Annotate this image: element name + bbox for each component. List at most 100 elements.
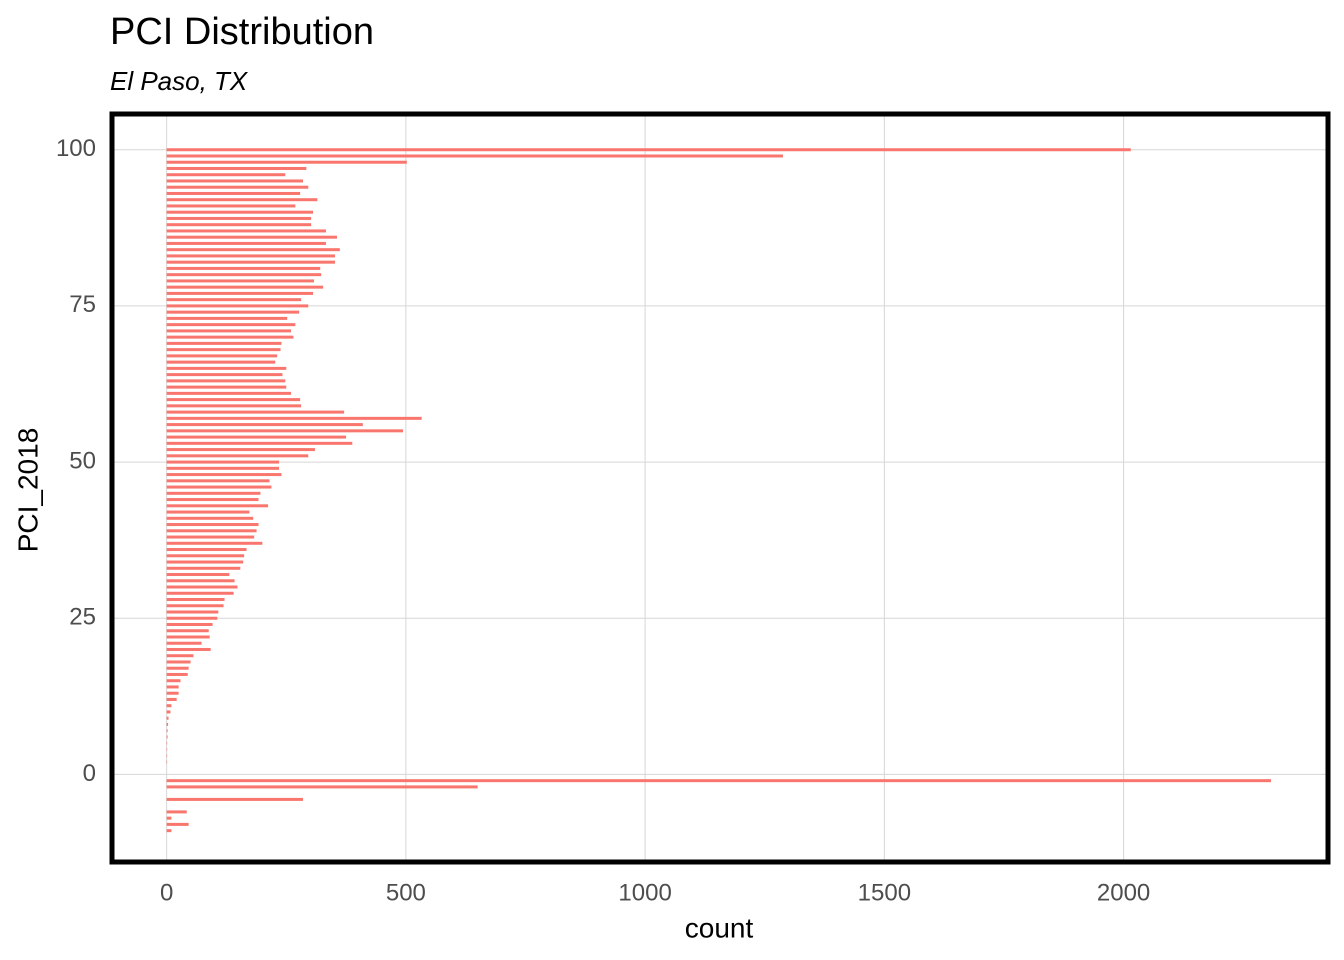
bar: [166, 429, 404, 433]
bar: [166, 479, 270, 483]
bar: [166, 316, 288, 320]
bar: [166, 266, 321, 270]
y-tick-label: 100: [56, 135, 96, 162]
bar: [166, 491, 261, 495]
bar: [166, 241, 326, 245]
bar: [166, 310, 300, 314]
bar: [166, 579, 235, 583]
bar: [166, 554, 245, 558]
bar: [166, 179, 304, 183]
bar: [166, 379, 286, 383]
bar: [166, 191, 301, 195]
bar: [166, 654, 194, 658]
bar: [166, 416, 422, 420]
bar: [166, 591, 234, 595]
bar: [166, 235, 337, 239]
bar: [166, 498, 259, 502]
bar: [166, 248, 340, 252]
bar: [166, 285, 324, 289]
bar: [166, 641, 202, 645]
bar: [166, 154, 783, 158]
bar: [166, 566, 241, 570]
bar: [166, 448, 315, 452]
bar: [166, 722, 169, 726]
bar: [166, 697, 177, 701]
bar: [166, 560, 244, 564]
bar: [166, 735, 168, 739]
chart-subtitle: El Paso, TX: [110, 66, 249, 96]
bar: [166, 173, 286, 177]
bar: [166, 466, 280, 470]
bar: [166, 204, 296, 208]
bar: [166, 454, 309, 458]
bar: [166, 797, 304, 801]
bar: [166, 341, 282, 345]
panel-border: [109, 111, 1331, 865]
bar: [166, 366, 287, 370]
bar: [166, 660, 191, 664]
bar: [166, 829, 172, 833]
bar: [166, 635, 210, 639]
bar: [166, 816, 172, 820]
bar: [166, 166, 307, 170]
bar: [166, 679, 181, 683]
bar: [166, 672, 188, 676]
bar: [166, 516, 254, 520]
bar: [166, 335, 294, 339]
bar: [166, 279, 315, 283]
bar: [166, 254, 336, 258]
bar: [166, 685, 179, 689]
bar: [166, 323, 296, 327]
bar: [166, 160, 407, 164]
bar: [166, 810, 187, 814]
bar: [166, 716, 169, 720]
x-tick-label: 1500: [858, 879, 911, 906]
bar: [166, 647, 211, 651]
bar: [166, 404, 302, 408]
x-tick-label: 1000: [618, 879, 671, 906]
bar: [166, 223, 312, 227]
bar: [166, 460, 280, 464]
bar: [166, 185, 309, 189]
bar: [166, 435, 347, 439]
x-axis-title: count: [685, 912, 754, 943]
bar: [166, 573, 230, 577]
bar: [166, 398, 301, 402]
bar: [166, 298, 302, 302]
x-tick-label: 2000: [1097, 879, 1150, 906]
bar: [166, 273, 322, 277]
bar: [166, 348, 281, 352]
bar: [166, 304, 309, 308]
bar: [166, 523, 259, 527]
x-tick-label: 500: [386, 879, 426, 906]
x-tick-label: 0: [160, 879, 173, 906]
bar: [166, 510, 250, 514]
bar: [166, 666, 189, 670]
bar: [166, 391, 292, 395]
bar: [166, 291, 314, 295]
bar: [166, 473, 282, 477]
bar: [166, 691, 179, 695]
bar: [166, 785, 478, 789]
bar: [166, 441, 353, 445]
y-tick-label: 50: [69, 447, 96, 474]
bar: [166, 229, 326, 233]
bar: [166, 198, 318, 202]
y-tick-label: 25: [69, 604, 96, 631]
bar: [166, 423, 363, 427]
bar: [166, 616, 218, 620]
bar: [166, 548, 247, 552]
bar: [166, 535, 255, 539]
bar: [166, 598, 225, 602]
bar: [166, 529, 257, 533]
bar: [166, 148, 1131, 152]
y-tick-label: 0: [83, 760, 96, 787]
bar: [166, 216, 312, 220]
bar: [166, 585, 238, 589]
bar: [166, 373, 283, 377]
bar: [166, 260, 336, 264]
bar: [166, 622, 213, 626]
bar: [166, 729, 168, 733]
bar: [166, 629, 209, 633]
